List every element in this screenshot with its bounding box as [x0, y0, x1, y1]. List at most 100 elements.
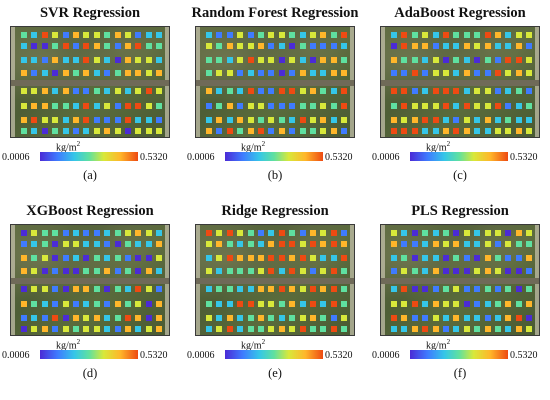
- plot-square: [247, 32, 254, 38]
- plot-square: [31, 230, 38, 236]
- plot-square: [330, 43, 337, 49]
- plot-square: [320, 268, 327, 274]
- colorbar-min: 0.0006: [2, 152, 30, 163]
- plot-square: [443, 117, 449, 123]
- plot-square: [62, 43, 69, 49]
- plot-square: [156, 43, 163, 49]
- plot-square: [320, 117, 327, 123]
- plot-square: [495, 57, 501, 63]
- plot-square: [299, 315, 306, 321]
- plot-square: [216, 255, 223, 261]
- panel-label: (c): [453, 168, 467, 182]
- plot-square: [463, 103, 470, 109]
- plot-square: [432, 230, 439, 236]
- colorbar: [225, 350, 323, 359]
- plot-square: [258, 103, 264, 109]
- plot-square: [31, 43, 38, 49]
- plot-square: [52, 326, 59, 332]
- panel-label: (b): [267, 168, 283, 182]
- plot-square: [443, 230, 449, 236]
- plot-square: [21, 103, 27, 109]
- plot-square: [526, 241, 533, 247]
- plot-square: [104, 230, 111, 236]
- panel-title: AdaBoost Regression: [394, 5, 526, 21]
- plot-square: [330, 230, 337, 236]
- unit-exponent: 2: [446, 338, 451, 346]
- plot-square: [268, 268, 275, 274]
- plot-square: [114, 255, 121, 261]
- field-path: [381, 278, 539, 284]
- plot-square: [411, 43, 418, 49]
- plot-square: [206, 70, 212, 76]
- plot-square: [411, 255, 418, 261]
- plot-square: [206, 268, 212, 274]
- plot-square: [299, 128, 306, 134]
- plot-square: [463, 326, 470, 332]
- plot-square: [268, 255, 275, 261]
- plot-square: [21, 255, 27, 261]
- plot-square: [299, 255, 306, 261]
- plot-square: [41, 57, 48, 63]
- plot-square: [310, 326, 316, 332]
- plot-square: [62, 230, 69, 236]
- plot-square: [62, 88, 69, 94]
- plot-square: [125, 255, 131, 261]
- plot-square: [21, 70, 27, 76]
- plot-square: [258, 88, 264, 94]
- plot-square: [104, 32, 111, 38]
- plot-square: [278, 128, 285, 134]
- plot-square: [247, 117, 254, 123]
- plot-square: [320, 103, 327, 109]
- unit-exponent: 2: [261, 140, 266, 148]
- plot-square: [310, 57, 316, 63]
- plot-square: [247, 57, 254, 63]
- plot-square: [289, 128, 296, 134]
- plot-square: [289, 255, 296, 261]
- plot-square: [237, 117, 244, 123]
- plot-square: [341, 88, 348, 94]
- plot-square: [341, 230, 348, 236]
- plot-square: [526, 255, 533, 261]
- plot-square: [391, 88, 397, 94]
- plot-square: [268, 43, 275, 49]
- plot-square: [62, 117, 69, 123]
- plot-square: [484, 103, 491, 109]
- plot-square: [21, 286, 27, 292]
- plot-square: [411, 70, 418, 76]
- plot-square: [278, 43, 285, 49]
- plot-square: [237, 255, 244, 261]
- plot-square: [156, 70, 163, 76]
- plot-square: [125, 315, 131, 321]
- plot-square: [484, 268, 491, 274]
- plot-square: [453, 70, 460, 76]
- plot-square: [341, 103, 348, 109]
- plot-square: [62, 32, 69, 38]
- plot-square: [247, 301, 254, 307]
- plot-square: [453, 301, 460, 307]
- plot-square: [206, 32, 212, 38]
- plot-square: [125, 103, 131, 109]
- plot-square: [401, 128, 408, 134]
- plot-square: [31, 88, 38, 94]
- plot-square: [258, 301, 264, 307]
- plot-square: [495, 70, 501, 76]
- plot-square: [526, 315, 533, 321]
- plot-square: [226, 88, 233, 94]
- plot-square: [330, 117, 337, 123]
- plot-square: [52, 255, 59, 261]
- plot-square: [515, 128, 522, 134]
- plot-square: [401, 230, 408, 236]
- plot-square: [145, 301, 152, 307]
- plot-square: [216, 315, 223, 321]
- plot-square: [206, 255, 212, 261]
- unit-base: kg/m: [426, 340, 447, 352]
- plot-square: [31, 241, 38, 247]
- plot-square: [341, 43, 348, 49]
- plot-square: [145, 128, 152, 134]
- plot-square: [268, 103, 275, 109]
- plot-square: [474, 88, 481, 94]
- plot-square: [104, 326, 111, 332]
- plot-square: [83, 255, 90, 261]
- plot-square: [135, 286, 142, 292]
- plot-square: [278, 88, 285, 94]
